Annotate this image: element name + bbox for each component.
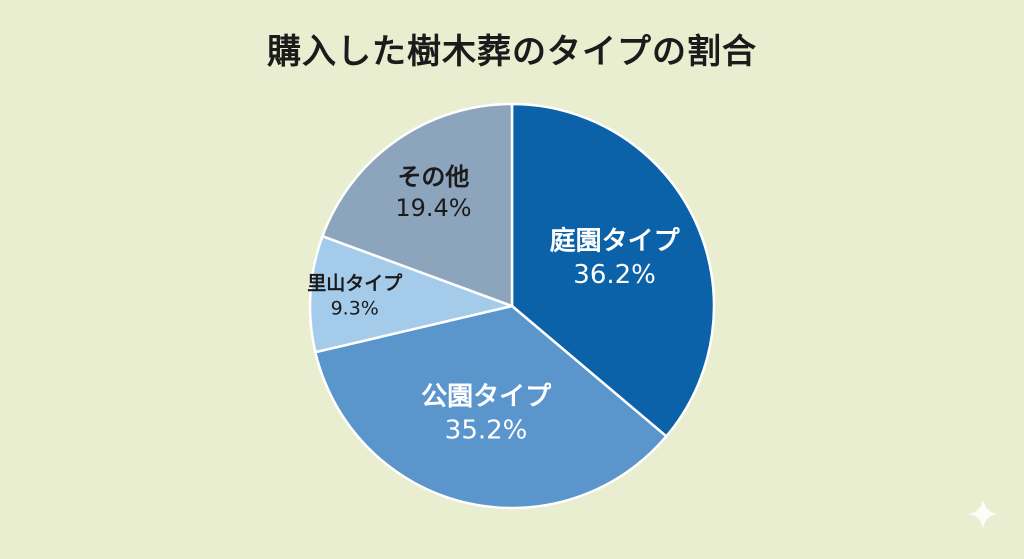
slice-value-label: 19.4% bbox=[395, 194, 471, 222]
slice-label: 里山タイプ bbox=[307, 272, 403, 295]
slice-value-label: 35.2% bbox=[445, 416, 528, 446]
sparkle-icon bbox=[968, 499, 998, 529]
slice-label: 庭園タイプ bbox=[550, 225, 681, 256]
pie-slice bbox=[321, 102, 514, 308]
pie-slice bbox=[510, 102, 716, 438]
pie-slices bbox=[308, 102, 716, 510]
chart-title: 購入した樹木葬のタイプの割合 bbox=[267, 32, 757, 72]
slice-value-label: 9.3% bbox=[331, 297, 379, 319]
slice-label: 公園タイプ bbox=[421, 382, 552, 412]
slice-value-label: 36.2% bbox=[573, 260, 656, 290]
pie-slice bbox=[314, 304, 668, 510]
slice-label: その他 bbox=[397, 163, 469, 191]
pie-slice bbox=[308, 234, 514, 354]
